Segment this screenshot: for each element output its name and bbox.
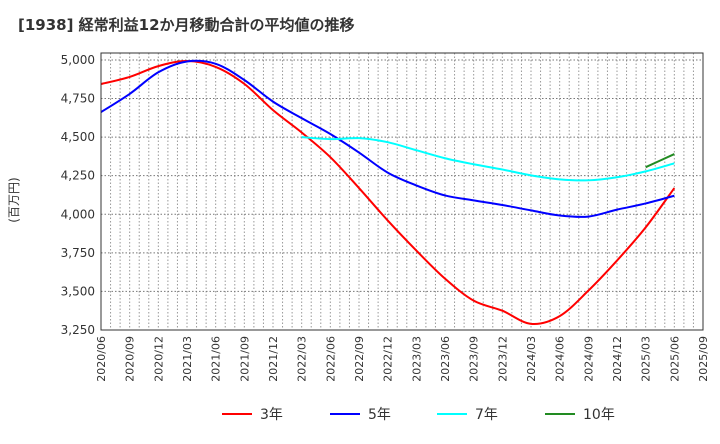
y-tick-label: 3,750 bbox=[61, 246, 95, 260]
y-tick-label: 4,750 bbox=[61, 92, 95, 106]
x-tick-label: 2022/12 bbox=[382, 336, 395, 382]
series-line-7年 bbox=[301, 136, 675, 182]
x-tick-label: 2021/09 bbox=[238, 336, 251, 382]
chart-title: [1938] 経常利益12か月移動合計の平均値の推移 bbox=[18, 16, 355, 34]
legend-label: 7年 bbox=[475, 407, 498, 423]
series-line-10年 bbox=[645, 153, 675, 169]
y-axis-label: (百万円) bbox=[7, 177, 21, 222]
x-tick-label: 2023/12 bbox=[496, 336, 509, 382]
x-tick-label: 2022/03 bbox=[296, 336, 309, 382]
y-tick-label: 4,000 bbox=[61, 207, 95, 221]
x-tick-label: 2023/09 bbox=[468, 336, 481, 382]
y-tick-label: 4,250 bbox=[61, 169, 95, 183]
y-tick-label: 5,000 bbox=[61, 53, 95, 67]
grid bbox=[101, 53, 703, 331]
y-tick-label: 4,500 bbox=[61, 130, 95, 144]
x-tick-label: 2021/12 bbox=[267, 336, 280, 382]
plot-frame bbox=[100, 52, 704, 331]
y-tick-label: 3,500 bbox=[61, 284, 95, 298]
x-tick-label: 2020/12 bbox=[152, 336, 165, 382]
x-tick-label: 2025/09 bbox=[697, 336, 710, 382]
legend-label: 5年 bbox=[368, 407, 391, 423]
series-lines bbox=[100, 59, 676, 325]
x-tick-label: 2021/06 bbox=[210, 336, 223, 382]
x-tick-label: 2021/03 bbox=[181, 336, 194, 382]
x-tick-label: 2020/09 bbox=[124, 336, 137, 382]
x-tick-label: 2025/06 bbox=[668, 336, 681, 382]
x-tick-label: 2024/12 bbox=[611, 336, 624, 382]
x-axis: 2020/06 2020/09 2020/12 2021/03 2021/06 2021/… bbox=[95, 336, 710, 382]
legend-label: 3年 bbox=[260, 407, 283, 423]
y-axis: 3,250 3,500 3,750 4,000 4,250 4,500 4,750 5,000 bbox=[61, 53, 95, 337]
x-tick-label: 2024/06 bbox=[554, 336, 567, 382]
x-tick-label: 2022/09 bbox=[353, 336, 366, 382]
x-tick-label: 2023/06 bbox=[439, 336, 452, 382]
y-tick-label: 3,250 bbox=[61, 323, 95, 337]
x-tick-label: 2024/09 bbox=[582, 336, 595, 382]
x-tick-label: 2020/06 bbox=[95, 336, 108, 382]
legend-label: 10年 bbox=[583, 407, 615, 423]
legend: 3年 5年 7年 10年 bbox=[222, 407, 615, 423]
x-tick-label: 2023/03 bbox=[410, 336, 423, 382]
x-tick-label: 2025/03 bbox=[640, 336, 653, 382]
x-tick-label: 2024/03 bbox=[525, 336, 538, 382]
series-line-5年 bbox=[100, 59, 675, 218]
x-tick-label: 2022/06 bbox=[324, 336, 337, 382]
